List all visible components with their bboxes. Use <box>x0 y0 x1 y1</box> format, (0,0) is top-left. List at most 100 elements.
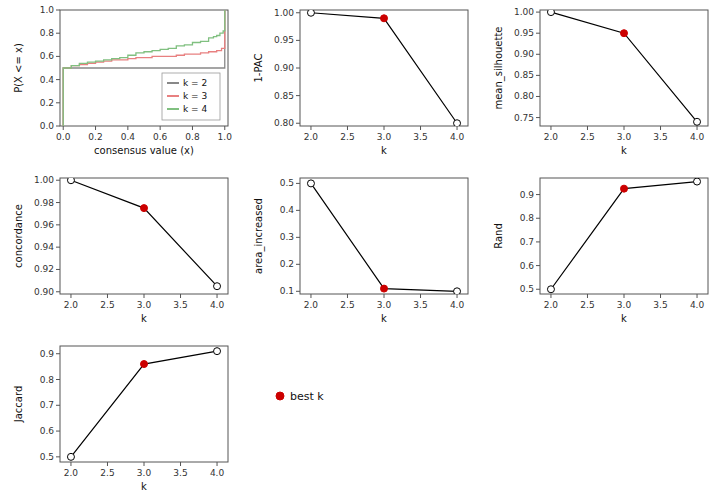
y-tick-label: 0.95 <box>274 35 294 45</box>
x-tick-label: 2.0 <box>304 300 319 310</box>
x-tick <box>550 126 551 130</box>
y-tick <box>56 379 60 380</box>
x-tick-label: 1.0 <box>218 132 233 142</box>
x-tick <box>217 462 218 466</box>
y-tick <box>296 210 300 211</box>
y-tick <box>536 241 540 242</box>
x-tick-label: 3.5 <box>653 300 667 310</box>
y-tick <box>536 289 540 290</box>
legend-label: k = 2 <box>183 78 207 88</box>
y-tick-label: 0.90 <box>514 49 534 59</box>
x-tick-label: 2.0 <box>304 132 319 142</box>
y-axis-label: Rand <box>493 223 504 249</box>
y-axis-label: Jaccard <box>13 386 24 423</box>
y-tick <box>56 79 60 80</box>
x-tick-label: 2.5 <box>580 300 594 310</box>
data-group <box>547 10 700 125</box>
x-tick <box>697 294 698 298</box>
x-tick-label: 0.6 <box>153 132 168 142</box>
x-tick <box>624 126 625 130</box>
y-tick-label: 0.6 <box>40 51 55 61</box>
y-tick <box>296 264 300 265</box>
y-tick-label: 0.75 <box>514 113 534 123</box>
metric-point <box>67 178 74 184</box>
y-axis-label: concordance <box>13 204 24 268</box>
ecdf-step-line <box>63 10 225 126</box>
x-tick <box>217 294 218 298</box>
metric-point <box>307 180 314 187</box>
y-tick-label: 0.85 <box>514 70 534 80</box>
metric-line <box>71 351 217 457</box>
y-tick <box>56 180 60 181</box>
y-tick <box>56 126 60 127</box>
y-tick-label: 0.98 <box>34 198 54 208</box>
x-tick-label: 4.0 <box>210 300 225 310</box>
y-tick-label: 0.80 <box>274 118 294 128</box>
y-tick-label: 0.4 <box>280 205 295 215</box>
x-tick-label: 4.0 <box>210 468 225 478</box>
x-tick-label: 4.0 <box>450 300 465 310</box>
x-tick-label: 0.8 <box>185 132 200 142</box>
x-tick <box>384 126 385 130</box>
x-axis-label: k <box>621 145 627 156</box>
x-tick-label: 3.5 <box>173 468 187 478</box>
x-tick <box>310 294 311 298</box>
panel: 2.02.53.03.54.00.750.800.850.900.951.00k… <box>493 7 708 156</box>
x-tick-label: 4.0 <box>690 132 705 142</box>
y-tick-label: 0.7 <box>40 400 54 410</box>
x-tick-label: 3.5 <box>653 132 667 142</box>
y-tick <box>56 456 60 457</box>
y-tick <box>56 56 60 57</box>
legend-swatch <box>167 108 179 110</box>
x-tick-label: 2.5 <box>580 132 594 142</box>
y-tick <box>56 202 60 203</box>
legend-swatch <box>167 95 179 97</box>
x-tick <box>127 126 128 130</box>
y-tick <box>536 33 540 34</box>
y-tick <box>296 291 300 292</box>
plot-background <box>60 178 228 294</box>
metric-line <box>71 180 217 286</box>
y-tick-label: 0.95 <box>514 28 534 38</box>
metric-point <box>547 286 554 293</box>
y-tick-label: 0.4 <box>40 75 55 85</box>
x-axis-label: k <box>141 313 147 324</box>
plot-frame <box>300 178 468 294</box>
y-tick <box>56 269 60 270</box>
x-tick-label: 3.5 <box>413 300 427 310</box>
y-tick-label: 0.6 <box>520 261 535 271</box>
legend-marker <box>276 392 284 400</box>
y-tick-label: 1.00 <box>34 175 54 185</box>
metric-point <box>381 285 388 292</box>
x-tick <box>587 126 588 130</box>
plot-frame <box>540 10 708 126</box>
y-tick <box>536 218 540 219</box>
y-tick <box>536 117 540 118</box>
y-tick <box>56 405 60 406</box>
metric-point <box>621 30 628 37</box>
metric-point <box>621 185 628 192</box>
plot-background <box>300 178 468 294</box>
y-tick <box>536 194 540 195</box>
data-group <box>307 10 460 126</box>
y-tick-label: 1.0 <box>40 5 55 15</box>
panel: 2.02.53.03.54.00.10.20.30.40.5karea_incr… <box>253 178 468 324</box>
metric-point <box>694 178 701 185</box>
x-tick-label: 2.0 <box>544 300 559 310</box>
legend-label: best k <box>290 390 324 403</box>
x-tick-label: 2.5 <box>340 132 354 142</box>
ecdf-step-line <box>63 10 225 126</box>
metric-point <box>141 361 148 368</box>
y-axis-label: P(X <= x) <box>13 43 24 93</box>
x-tick <box>70 462 71 466</box>
x-axis-label: k <box>381 145 387 156</box>
y-tick-label: 0.94 <box>34 242 54 252</box>
x-tick-label: 0.2 <box>88 132 102 142</box>
y-tick-label: 0.8 <box>40 375 55 385</box>
x-axis-label: k <box>141 481 147 492</box>
y-tick <box>296 68 300 69</box>
y-tick-label: 0.90 <box>274 63 294 73</box>
x-tick-label: 3.0 <box>377 300 392 310</box>
x-tick <box>457 294 458 298</box>
metric-point <box>67 453 74 460</box>
